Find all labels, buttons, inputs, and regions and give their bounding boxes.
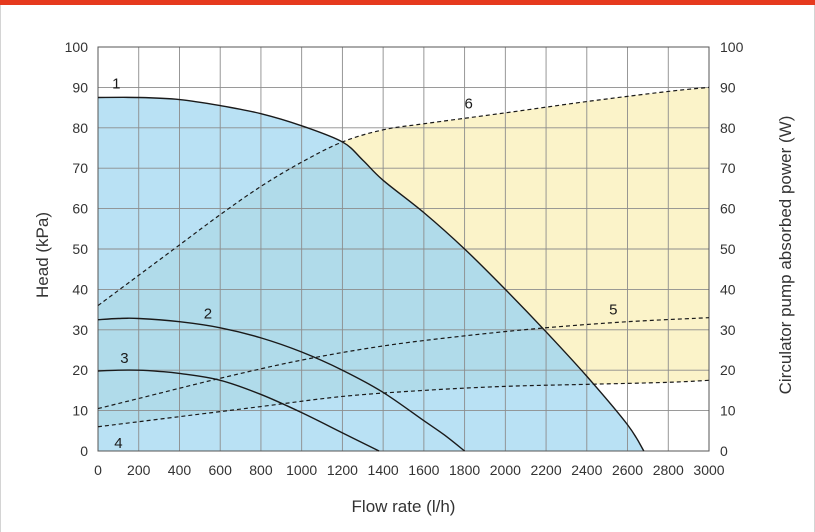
x-tick-label: 1400: [368, 462, 399, 478]
curve-6-line: [97, 86, 710, 307]
x-tick-label: 2200: [530, 462, 561, 478]
y-tick-label: 100: [65, 39, 89, 55]
curve-1-line: [97, 96, 645, 452]
x-tick-label: 1600: [408, 462, 439, 478]
x-tick-label: 400: [168, 462, 192, 478]
curve-label-5: 5: [609, 302, 617, 319]
y-tick-label: 50: [72, 241, 88, 257]
x-axis-ticks: 0 200 400 600 800 1000 1200 1400 1600 1800 2000 220…: [94, 462, 725, 478]
x-tick-label: 2800: [653, 462, 684, 478]
x-tick-label: 200: [127, 462, 151, 478]
area-fills: [98, 87, 709, 452]
y-tick-label: 60: [72, 201, 88, 217]
y2-tick-label: 80: [720, 120, 736, 136]
curve-3-line: [97, 369, 380, 452]
x-tick-label: 2600: [612, 462, 643, 478]
y2-tick-label: 50: [720, 241, 736, 257]
y2-axis-ticks: 0 10 20 30 40 50 60 70 80 90 100: [720, 39, 744, 459]
x-tick-label: 3000: [693, 462, 724, 478]
plot-frame: [97, 46, 710, 452]
frame-left-border: [0, 5, 1, 532]
curve-2-line: [97, 317, 466, 452]
y-axis-title: Head (kPa): [33, 212, 52, 298]
grid-lines: [97, 46, 710, 452]
y-tick-label: 80: [72, 120, 88, 136]
y-tick-label: 0: [80, 443, 88, 459]
curve-label-1: 1: [112, 75, 120, 92]
curve-5-line: [97, 317, 710, 410]
y2-tick-label: 30: [720, 322, 736, 338]
curve-label-3: 3: [120, 350, 128, 367]
y2-tick-label: 70: [720, 160, 736, 176]
x-tick-label: 1800: [449, 462, 480, 478]
y-tick-label: 20: [72, 362, 88, 378]
curves: [97, 86, 710, 452]
y2-tick-label: 40: [720, 281, 736, 297]
y-tick-label: 90: [72, 79, 88, 95]
y2-tick-label: 100: [720, 39, 744, 55]
y2-tick-label: 20: [720, 362, 736, 378]
y-axis-ticks: 0 10 20 30 40 50 60 70 80 90 100: [65, 39, 89, 459]
curve-label-2: 2: [204, 306, 212, 323]
y-tick-label: 70: [72, 160, 88, 176]
x-axis-title: Flow rate (l/h): [352, 497, 456, 516]
x-tick-label: 800: [249, 462, 273, 478]
x-tick-label: 1000: [286, 462, 317, 478]
x-tick-label: 2000: [490, 462, 521, 478]
x-tick-label: 600: [209, 462, 233, 478]
y2-tick-label: 60: [720, 201, 736, 217]
y2-tick-label: 10: [720, 403, 736, 419]
x-tick-label: 0: [94, 462, 102, 478]
curve-label-6: 6: [465, 96, 473, 113]
y-tick-label: 10: [72, 403, 88, 419]
curve-labels: 1 2 3 4 5 6: [112, 75, 617, 452]
y2-axis-title: Circulator pump absorbed power (W): [776, 116, 795, 395]
y-tick-label: 30: [72, 322, 88, 338]
y2-tick-label: 0: [720, 443, 728, 459]
x-tick-label: 2400: [571, 462, 602, 478]
header-accent-bar: [0, 0, 815, 5]
x-tick-label: 1200: [327, 462, 358, 478]
curve-label-4: 4: [114, 435, 122, 452]
y-tick-label: 40: [72, 281, 88, 297]
y2-tick-label: 90: [720, 79, 736, 95]
